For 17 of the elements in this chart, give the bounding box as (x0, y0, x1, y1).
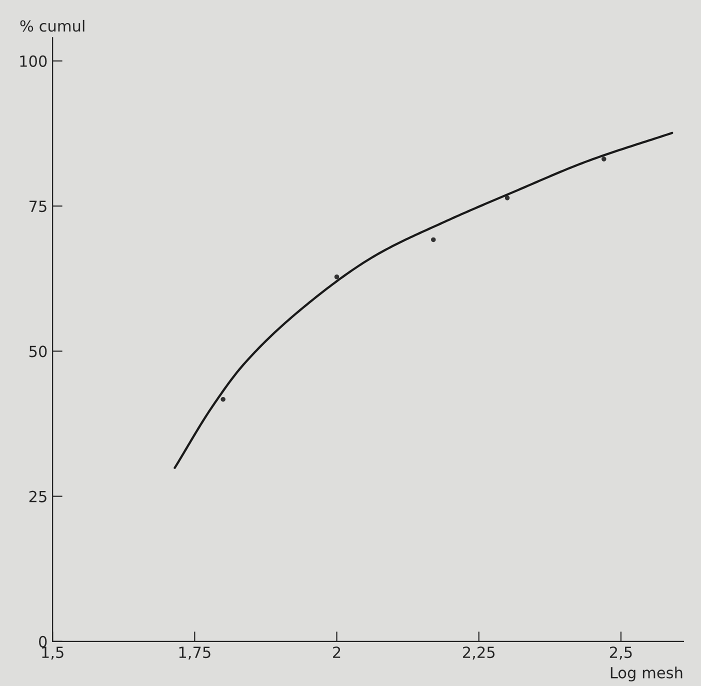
x-tick-label: 2,25 (462, 646, 495, 660)
point (334, 274, 340, 280)
point (602, 156, 606, 162)
x-tick-label: 2 (333, 646, 340, 658)
y-axis-title: % cumul (20, 20, 84, 32)
y-tick-label: 100 (20, 55, 47, 67)
y-tick-label: 0 (39, 636, 47, 648)
x-tick-label: 1,75 (179, 646, 210, 660)
y-tick-label: 25 (29, 490, 46, 502)
x-tick-label: 2,5 (610, 646, 632, 660)
x-tick-label: 1,5 (42, 646, 64, 660)
point (220, 396, 226, 402)
x-axis-title: Log mesh (610, 666, 682, 682)
point (504, 196, 510, 200)
y-tick-label: 50 (29, 346, 47, 358)
point (430, 237, 436, 242)
y-tick-label: 75 (30, 200, 46, 212)
